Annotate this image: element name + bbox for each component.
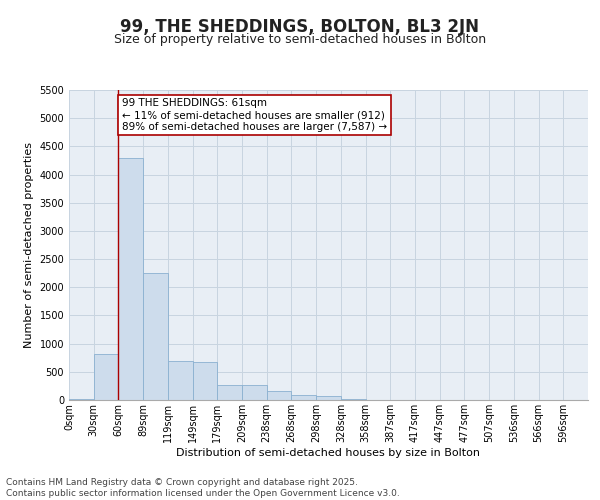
Bar	[316, 396, 341, 400]
Y-axis label: Number of semi-detached properties: Number of semi-detached properties	[24, 142, 34, 348]
Text: 99 THE SHEDDINGS: 61sqm
← 11% of semi-detached houses are smaller (912)
89% of s: 99 THE SHEDDINGS: 61sqm ← 11% of semi-de…	[122, 98, 387, 132]
Bar	[143, 273, 168, 400]
X-axis label: Distribution of semi-detached houses by size in Bolton: Distribution of semi-detached houses by …	[176, 448, 481, 458]
Bar	[217, 385, 242, 400]
Text: 99, THE SHEDDINGS, BOLTON, BL3 2JN: 99, THE SHEDDINGS, BOLTON, BL3 2JN	[121, 18, 479, 36]
Bar	[168, 360, 193, 400]
Text: Size of property relative to semi-detached houses in Bolton: Size of property relative to semi-detach…	[114, 32, 486, 46]
Bar	[193, 362, 217, 400]
Bar	[118, 158, 143, 400]
Text: Contains HM Land Registry data © Crown copyright and database right 2025.
Contai: Contains HM Land Registry data © Crown c…	[6, 478, 400, 498]
Bar	[242, 385, 267, 400]
Bar	[267, 392, 292, 400]
Bar	[94, 354, 118, 400]
Bar	[292, 395, 316, 400]
